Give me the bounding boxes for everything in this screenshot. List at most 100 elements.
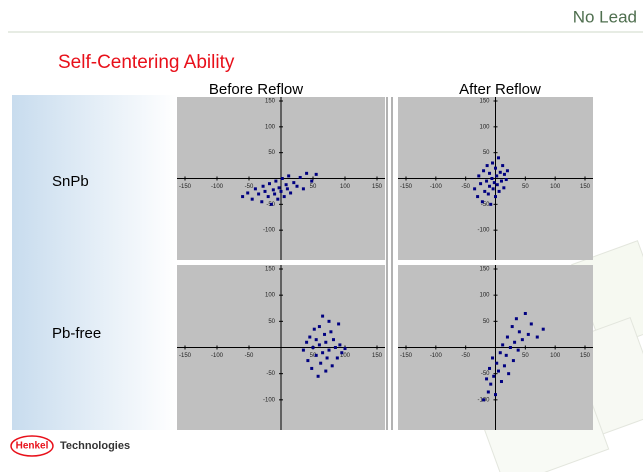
y-tick-label: -100 [263, 228, 276, 234]
y-tick-label: -50 [481, 371, 490, 377]
point [500, 180, 503, 183]
scatter-chart: -150-100-5050100150-100-5050100150 [177, 265, 385, 430]
point [338, 343, 341, 346]
y-tick-label: 150 [479, 267, 490, 273]
y-tick-label: 150 [265, 99, 276, 105]
point [501, 164, 504, 167]
point [513, 341, 516, 344]
side-band [12, 95, 177, 430]
point [302, 349, 305, 352]
point [329, 330, 332, 333]
column-header: After Reflow [459, 81, 541, 98]
point [323, 333, 326, 336]
y-tick-label: 100 [265, 293, 276, 299]
x-tick-label: 100 [550, 184, 561, 190]
point [481, 200, 484, 203]
point [306, 359, 309, 362]
point [518, 330, 521, 333]
point [331, 364, 334, 367]
point [286, 187, 289, 190]
point [489, 203, 492, 206]
point [499, 351, 502, 354]
y-tick-label: 100 [479, 293, 490, 299]
point [489, 383, 492, 386]
point [254, 187, 257, 190]
point [506, 336, 509, 339]
point [476, 195, 479, 198]
point [488, 185, 491, 188]
point [328, 320, 331, 323]
point [267, 195, 270, 198]
point [498, 190, 501, 193]
x-tick-label: -150 [179, 184, 192, 190]
point [511, 325, 514, 328]
x-tick-label: -100 [211, 184, 224, 190]
y-tick-label: -100 [477, 228, 490, 234]
point [473, 187, 476, 190]
point [287, 174, 290, 177]
point [488, 172, 491, 175]
point [321, 315, 324, 318]
point [500, 380, 503, 383]
point [494, 195, 497, 198]
point [509, 346, 512, 349]
x-tick-label: -150 [179, 353, 192, 359]
point [506, 169, 509, 172]
point [542, 328, 545, 331]
y-tick-label: 50 [483, 150, 490, 156]
point [319, 362, 322, 365]
point [310, 180, 313, 183]
point [324, 341, 327, 344]
point [246, 191, 249, 194]
point [479, 182, 482, 185]
point [505, 354, 508, 357]
point [503, 364, 506, 367]
point [305, 172, 308, 175]
point [305, 341, 308, 344]
point [497, 156, 500, 159]
point [507, 372, 510, 375]
point [492, 375, 495, 378]
point [260, 200, 263, 203]
point [310, 367, 313, 370]
x-tick-label: -150 [400, 184, 413, 190]
point [278, 186, 281, 189]
corner-title: No Lead [573, 7, 637, 26]
point [488, 367, 491, 370]
point [318, 325, 321, 328]
point [264, 190, 267, 193]
point [482, 169, 485, 172]
point [485, 180, 488, 183]
x-tick-label: 50 [522, 353, 529, 359]
y-tick-label: 100 [479, 124, 490, 130]
company: Technologies [60, 440, 130, 452]
point [512, 359, 515, 362]
x-tick-label: -100 [430, 184, 443, 190]
point [496, 183, 499, 186]
point [262, 185, 265, 188]
point [272, 188, 275, 191]
point [493, 181, 496, 184]
point [483, 190, 486, 193]
logo: Henkel [16, 441, 49, 452]
y-tick-label: -100 [263, 397, 276, 403]
point [515, 317, 518, 320]
point [491, 162, 494, 165]
point [273, 193, 276, 196]
point [257, 193, 260, 196]
x-tick-label: 150 [372, 184, 383, 190]
point [292, 181, 295, 184]
x-tick-label: -50 [245, 353, 254, 359]
point [241, 195, 244, 198]
point [527, 333, 530, 336]
y-tick-label: 50 [268, 319, 275, 325]
slide-title: Self-Centering Ability [58, 52, 235, 73]
point [270, 203, 273, 206]
point [315, 354, 318, 357]
point [317, 375, 320, 378]
point [499, 171, 502, 174]
x-tick-label: -50 [461, 184, 470, 190]
x-tick-label: 150 [372, 353, 383, 359]
column-header: Before Reflow [209, 81, 303, 98]
